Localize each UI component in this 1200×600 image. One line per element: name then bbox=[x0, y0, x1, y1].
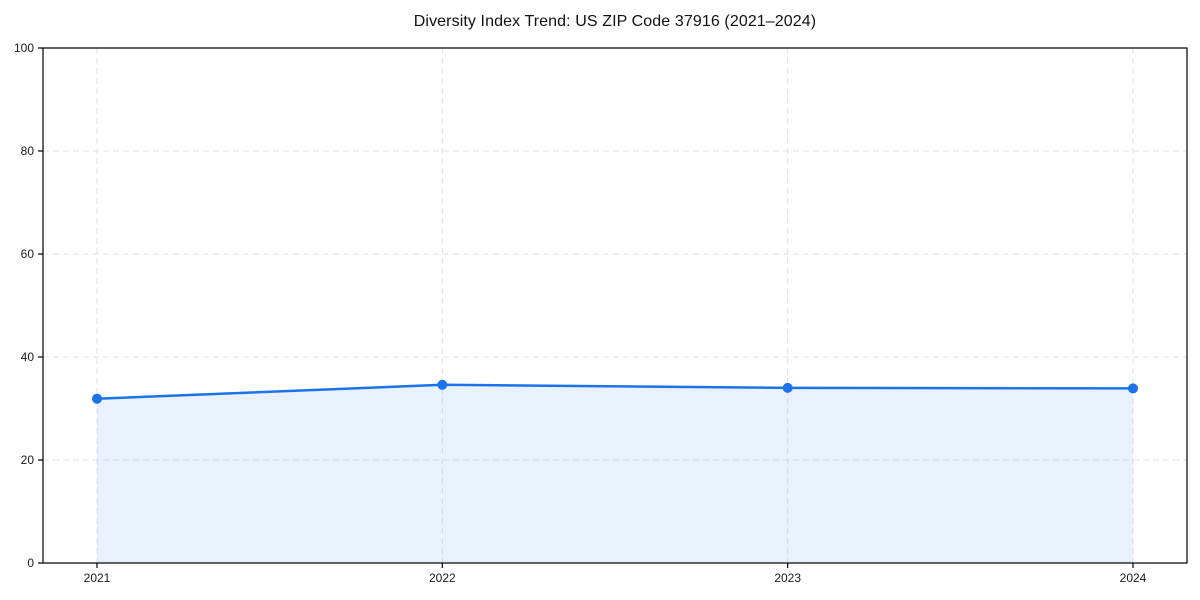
data-line bbox=[95, 383, 1135, 400]
y-tick-label: 0 bbox=[27, 556, 34, 570]
x-tick-label: 2024 bbox=[1120, 571, 1147, 585]
y-tick-label: 40 bbox=[21, 350, 35, 364]
chart-title: Diversity Index Trend: US ZIP Code 37916… bbox=[413, 13, 817, 30]
data-point bbox=[92, 393, 102, 404]
area-fill bbox=[97, 384, 1133, 563]
x-tick-label: 2022 bbox=[429, 571, 456, 585]
x-tick-label: 2023 bbox=[774, 571, 801, 585]
plot-frame bbox=[42, 47, 1188, 564]
data-point bbox=[782, 382, 793, 393]
data-point bbox=[437, 379, 448, 390]
y-tick-label: 20 bbox=[21, 453, 35, 467]
data-point bbox=[1128, 383, 1138, 394]
y-tick-label: 60 bbox=[21, 247, 35, 261]
y-tick-label: 100 bbox=[14, 41, 34, 55]
x-tick-label: 2021 bbox=[84, 571, 111, 585]
y-tick-label: 80 bbox=[21, 144, 35, 158]
